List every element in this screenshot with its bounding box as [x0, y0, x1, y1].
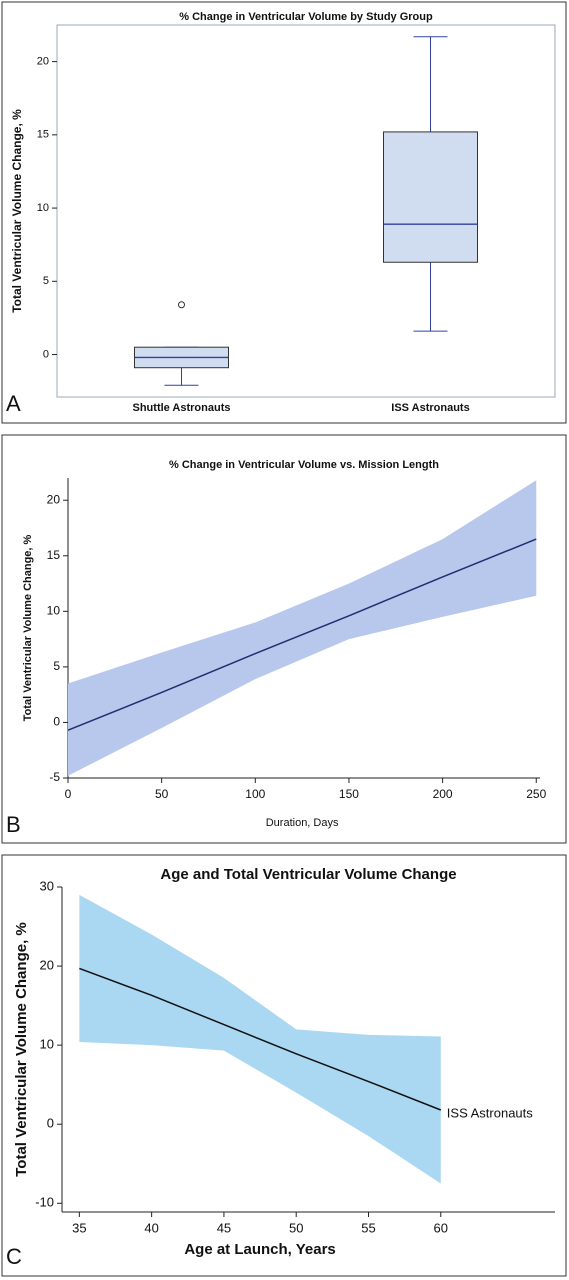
y-axis-label: Total Ventricular Volume Change, % [10, 109, 24, 313]
x-tick-label: 35 [72, 1220, 86, 1235]
y-tick-label: 10 [40, 1037, 54, 1052]
x-tick-label: Shuttle Astronauts [133, 402, 231, 414]
y-tick-label: 5 [53, 659, 60, 673]
plot-frame [56, 24, 556, 398]
panel-label: B [6, 812, 21, 837]
y-tick-label: -5 [49, 770, 60, 784]
x-tick-label: 55 [361, 1220, 375, 1235]
x-tick-label: ISS Astronauts [391, 402, 469, 414]
confidence-band [68, 480, 537, 776]
x-tick-label: 40 [144, 1220, 158, 1235]
chart-title: % Change in Ventricular Volume vs. Missi… [169, 459, 439, 471]
y-tick-label: 5 [43, 275, 49, 287]
x-axis-label: Duration, Days [266, 817, 339, 829]
y-tick-label: 30 [40, 878, 54, 893]
panel-frame [1, 1, 567, 424]
y-tick-label: 10 [37, 202, 49, 214]
y-tick-label: 20 [47, 492, 61, 506]
annotation: ISS Astronauts [447, 1105, 533, 1120]
y-tick-label: 15 [37, 129, 49, 141]
x-tick-label: 60 [434, 1220, 448, 1235]
panel-frame [1, 854, 567, 1277]
y-tick-label: 0 [43, 348, 49, 360]
y-tick-label: 20 [40, 958, 54, 973]
box [383, 131, 478, 263]
x-tick-label: 100 [245, 787, 265, 801]
chart-title: % Change in Ventricular Volume by Study … [179, 11, 433, 23]
y-tick-label: 0 [53, 715, 60, 729]
y-tick-label: 0 [47, 1116, 54, 1131]
y-axis-label: Total Ventricular Volume Change, % [22, 534, 34, 721]
x-tick-label: 0 [65, 787, 72, 801]
y-axis-label: Total Ventricular Volume Change, % [13, 922, 30, 1177]
x-tick-label: 250 [526, 787, 546, 801]
y-tick-label: -10 [35, 1195, 54, 1210]
chart-title: Age and Total Ventricular Volume Change [160, 866, 456, 883]
x-axis-label: Age at Launch, Years [184, 1241, 335, 1258]
x-tick-label: 45 [217, 1220, 231, 1235]
x-tick-label: 200 [433, 787, 453, 801]
regression-line [67, 538, 537, 731]
outlier [178, 301, 185, 309]
y-tick-label: 10 [47, 604, 61, 618]
y-tick-label: 20 [37, 56, 49, 68]
x-tick-label: 150 [339, 787, 359, 801]
regression-line [79, 967, 442, 1111]
x-tick-label: 50 [155, 787, 169, 801]
panel-label: C [6, 1244, 22, 1269]
x-tick-label: 50 [289, 1220, 303, 1235]
panel-frame [1, 434, 567, 844]
y-tick-label: 15 [47, 548, 61, 562]
panel-label: A [6, 391, 21, 416]
